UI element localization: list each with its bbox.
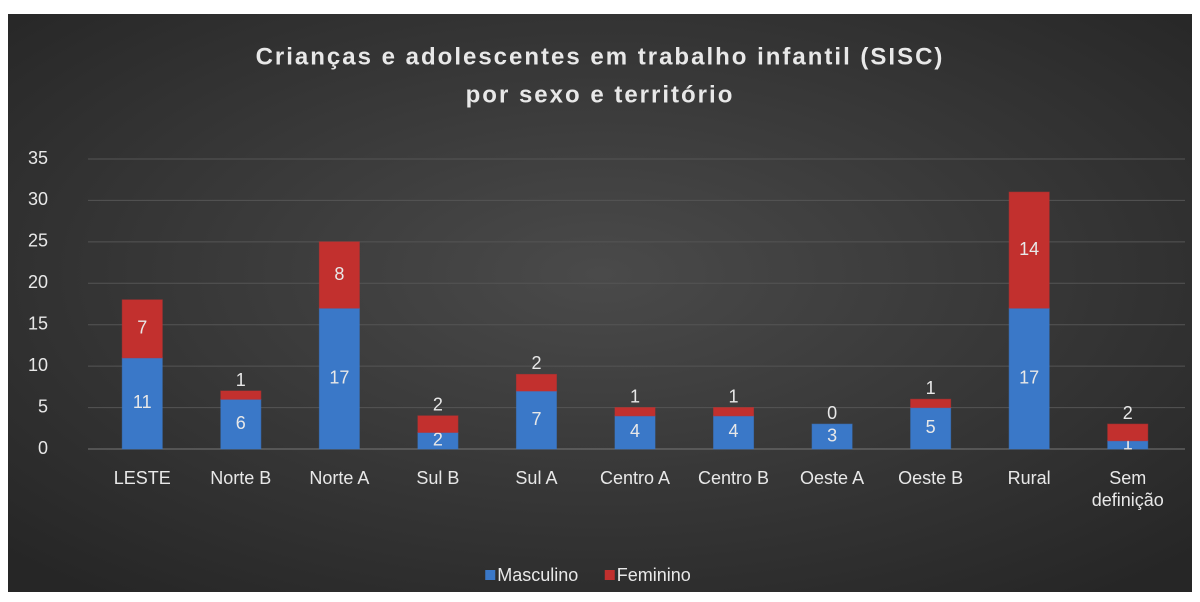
x-tick-label: Norte A bbox=[309, 468, 370, 488]
data-label: 1 bbox=[630, 386, 640, 406]
data-label: 1 bbox=[236, 370, 246, 390]
bar-segment bbox=[811, 423, 853, 450]
bar-segment bbox=[417, 415, 459, 433]
x-tick-label: Sem definição bbox=[1091, 468, 1164, 510]
bar-segment bbox=[910, 398, 952, 409]
data-label: 2 bbox=[433, 395, 443, 415]
bar-segment bbox=[614, 415, 656, 450]
bar-segment bbox=[220, 390, 262, 400]
bar-segment bbox=[910, 407, 952, 450]
x-tick-label: LESTE bbox=[113, 468, 171, 488]
y-tick-label: 10 bbox=[28, 355, 48, 375]
bar-segment bbox=[713, 415, 755, 450]
x-tick-label: Oeste A bbox=[800, 468, 865, 488]
data-label: 14 bbox=[1019, 239, 1039, 259]
x-tick-label: Sul A bbox=[515, 468, 558, 488]
legend-swatch bbox=[604, 570, 615, 580]
chart-title: Crianças e adolescentes em trabalho infa… bbox=[256, 43, 945, 70]
data-label: 1 bbox=[926, 378, 936, 398]
data-label: 6 bbox=[236, 413, 246, 433]
data-label: 5 bbox=[926, 417, 936, 437]
legend-label: Masculino bbox=[497, 565, 578, 585]
data-label: 17 bbox=[329, 367, 349, 387]
data-label: 7 bbox=[137, 318, 147, 338]
chart-background bbox=[8, 14, 1192, 592]
y-tick-label: 35 bbox=[28, 148, 48, 168]
data-label: 2 bbox=[433, 429, 443, 449]
bar-segment bbox=[1107, 423, 1149, 442]
data-label: 4 bbox=[729, 421, 739, 441]
bar-segment bbox=[318, 307, 360, 450]
data-label: 7 bbox=[531, 409, 541, 429]
x-tick-label: Norte B bbox=[210, 468, 272, 488]
data-label: 8 bbox=[334, 264, 344, 284]
x-tick-label: Oeste B bbox=[898, 468, 964, 488]
y-tick-label: 15 bbox=[28, 313, 48, 333]
data-label: 3 bbox=[827, 425, 837, 445]
data-label: 0 bbox=[827, 403, 837, 423]
y-tick-label: 0 bbox=[38, 438, 48, 458]
data-label: 4 bbox=[630, 421, 640, 441]
data-label: 2 bbox=[1123, 403, 1133, 423]
y-tick-label: 25 bbox=[28, 231, 48, 251]
y-tick-label: 5 bbox=[38, 396, 48, 416]
chart-title: por sexo e território bbox=[466, 81, 735, 108]
x-tick-label: Centro A bbox=[599, 468, 670, 488]
data-label: 1 bbox=[1123, 434, 1133, 454]
bar-segment bbox=[515, 373, 557, 392]
bar-segment bbox=[1008, 307, 1050, 450]
legend-swatch bbox=[485, 570, 496, 580]
data-label: 17 bbox=[1019, 367, 1039, 387]
data-label: 11 bbox=[133, 392, 152, 412]
x-tick-label: Centro B bbox=[698, 468, 770, 488]
y-tick-label: 30 bbox=[28, 189, 48, 209]
bar-segment bbox=[1008, 191, 1050, 309]
bar-segment bbox=[318, 241, 360, 309]
bar-segment bbox=[713, 407, 755, 417]
x-tick-label: Rural bbox=[1007, 468, 1051, 488]
legend-label: Feminino bbox=[617, 565, 691, 585]
data-label: 1 bbox=[729, 386, 739, 406]
bar-segment bbox=[121, 357, 163, 450]
bar-segment bbox=[121, 299, 163, 359]
bar-segment bbox=[614, 407, 656, 417]
bar-segment bbox=[220, 398, 262, 450]
bar-segment bbox=[515, 390, 557, 450]
data-label: 2 bbox=[531, 353, 541, 373]
y-tick-label: 20 bbox=[28, 272, 48, 292]
x-tick-label: Sul B bbox=[416, 468, 460, 488]
